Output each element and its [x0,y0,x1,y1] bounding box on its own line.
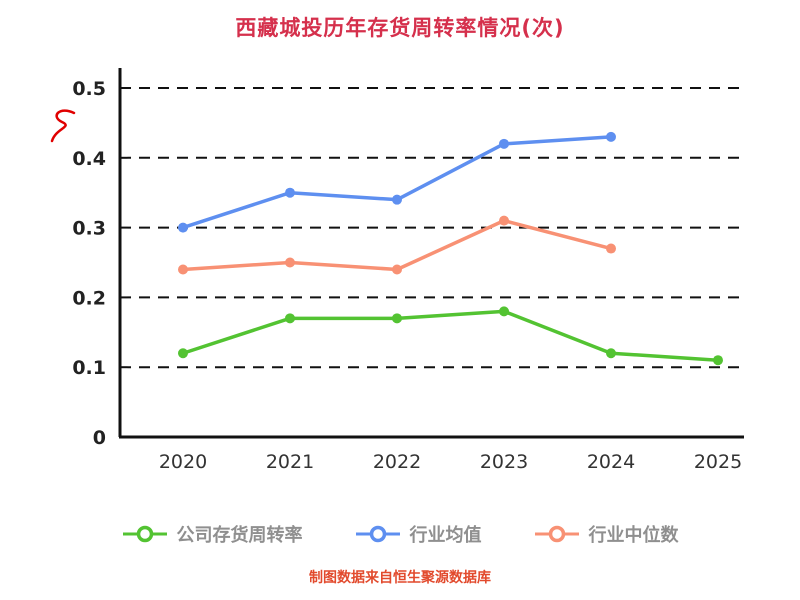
legend-label-company-turnover: 公司存货周转率 [176,525,303,546]
x-tick-label: 2024 [587,451,635,473]
y-tick-label: 0 [93,427,106,449]
x-tick-label: 2023 [480,451,528,473]
series-marker-2 [178,264,188,275]
series-marker-2 [285,257,295,268]
legend-item-industry-median: 行业中位数 [534,521,679,547]
series-marker-1 [285,187,295,198]
series-marker-1 [392,194,402,205]
y-tick-label: 0.3 [72,218,106,240]
series-marker-2 [392,264,402,275]
series-marker-0 [392,313,402,324]
series-marker-1 [499,138,509,149]
x-tick-label: 2020 [159,451,207,473]
chart-legend: 公司存货周转率 行业均值 行业中位数 [0,521,800,547]
legend-marker-green [122,525,167,543]
legend-marker-orange [534,525,579,543]
series-line-1 [181,135,613,230]
legend-marker-blue [355,525,400,543]
series-marker-0 [606,348,616,359]
y-tick-label: 0.5 [72,78,106,100]
legend-item-company-turnover: 公司存货周转率 [122,521,303,547]
series-marker-1 [178,222,188,233]
legend-label-industry-median: 行业中位数 [588,525,679,546]
series-marker-2 [499,215,509,226]
legend-item-industry-mean: 行业均值 [355,521,482,547]
data-source-note: 制图数据来自恒生聚源数据库 [309,570,491,586]
y-tick-label: 0.2 [72,287,106,309]
series-marker-1 [606,131,616,142]
series-marker-0 [499,306,509,317]
red-scribble-annotation [50,109,76,143]
x-tick-label: 2021 [266,451,314,473]
y-tick-label: 0.1 [72,357,106,379]
series-marker-0 [285,313,295,324]
legend-label-industry-mean: 行业均值 [409,525,482,546]
series-line-0 [181,309,720,362]
series-marker-0 [178,348,188,359]
x-tick-label: 2022 [373,451,421,473]
series-marker-0 [713,355,723,366]
y-tick-label: 0.4 [72,148,106,170]
x-tick-label: 2025 [694,451,742,473]
chart-title: 西藏城投历年存货周转率情况(次) [235,16,565,40]
series-marker-2 [606,243,616,254]
